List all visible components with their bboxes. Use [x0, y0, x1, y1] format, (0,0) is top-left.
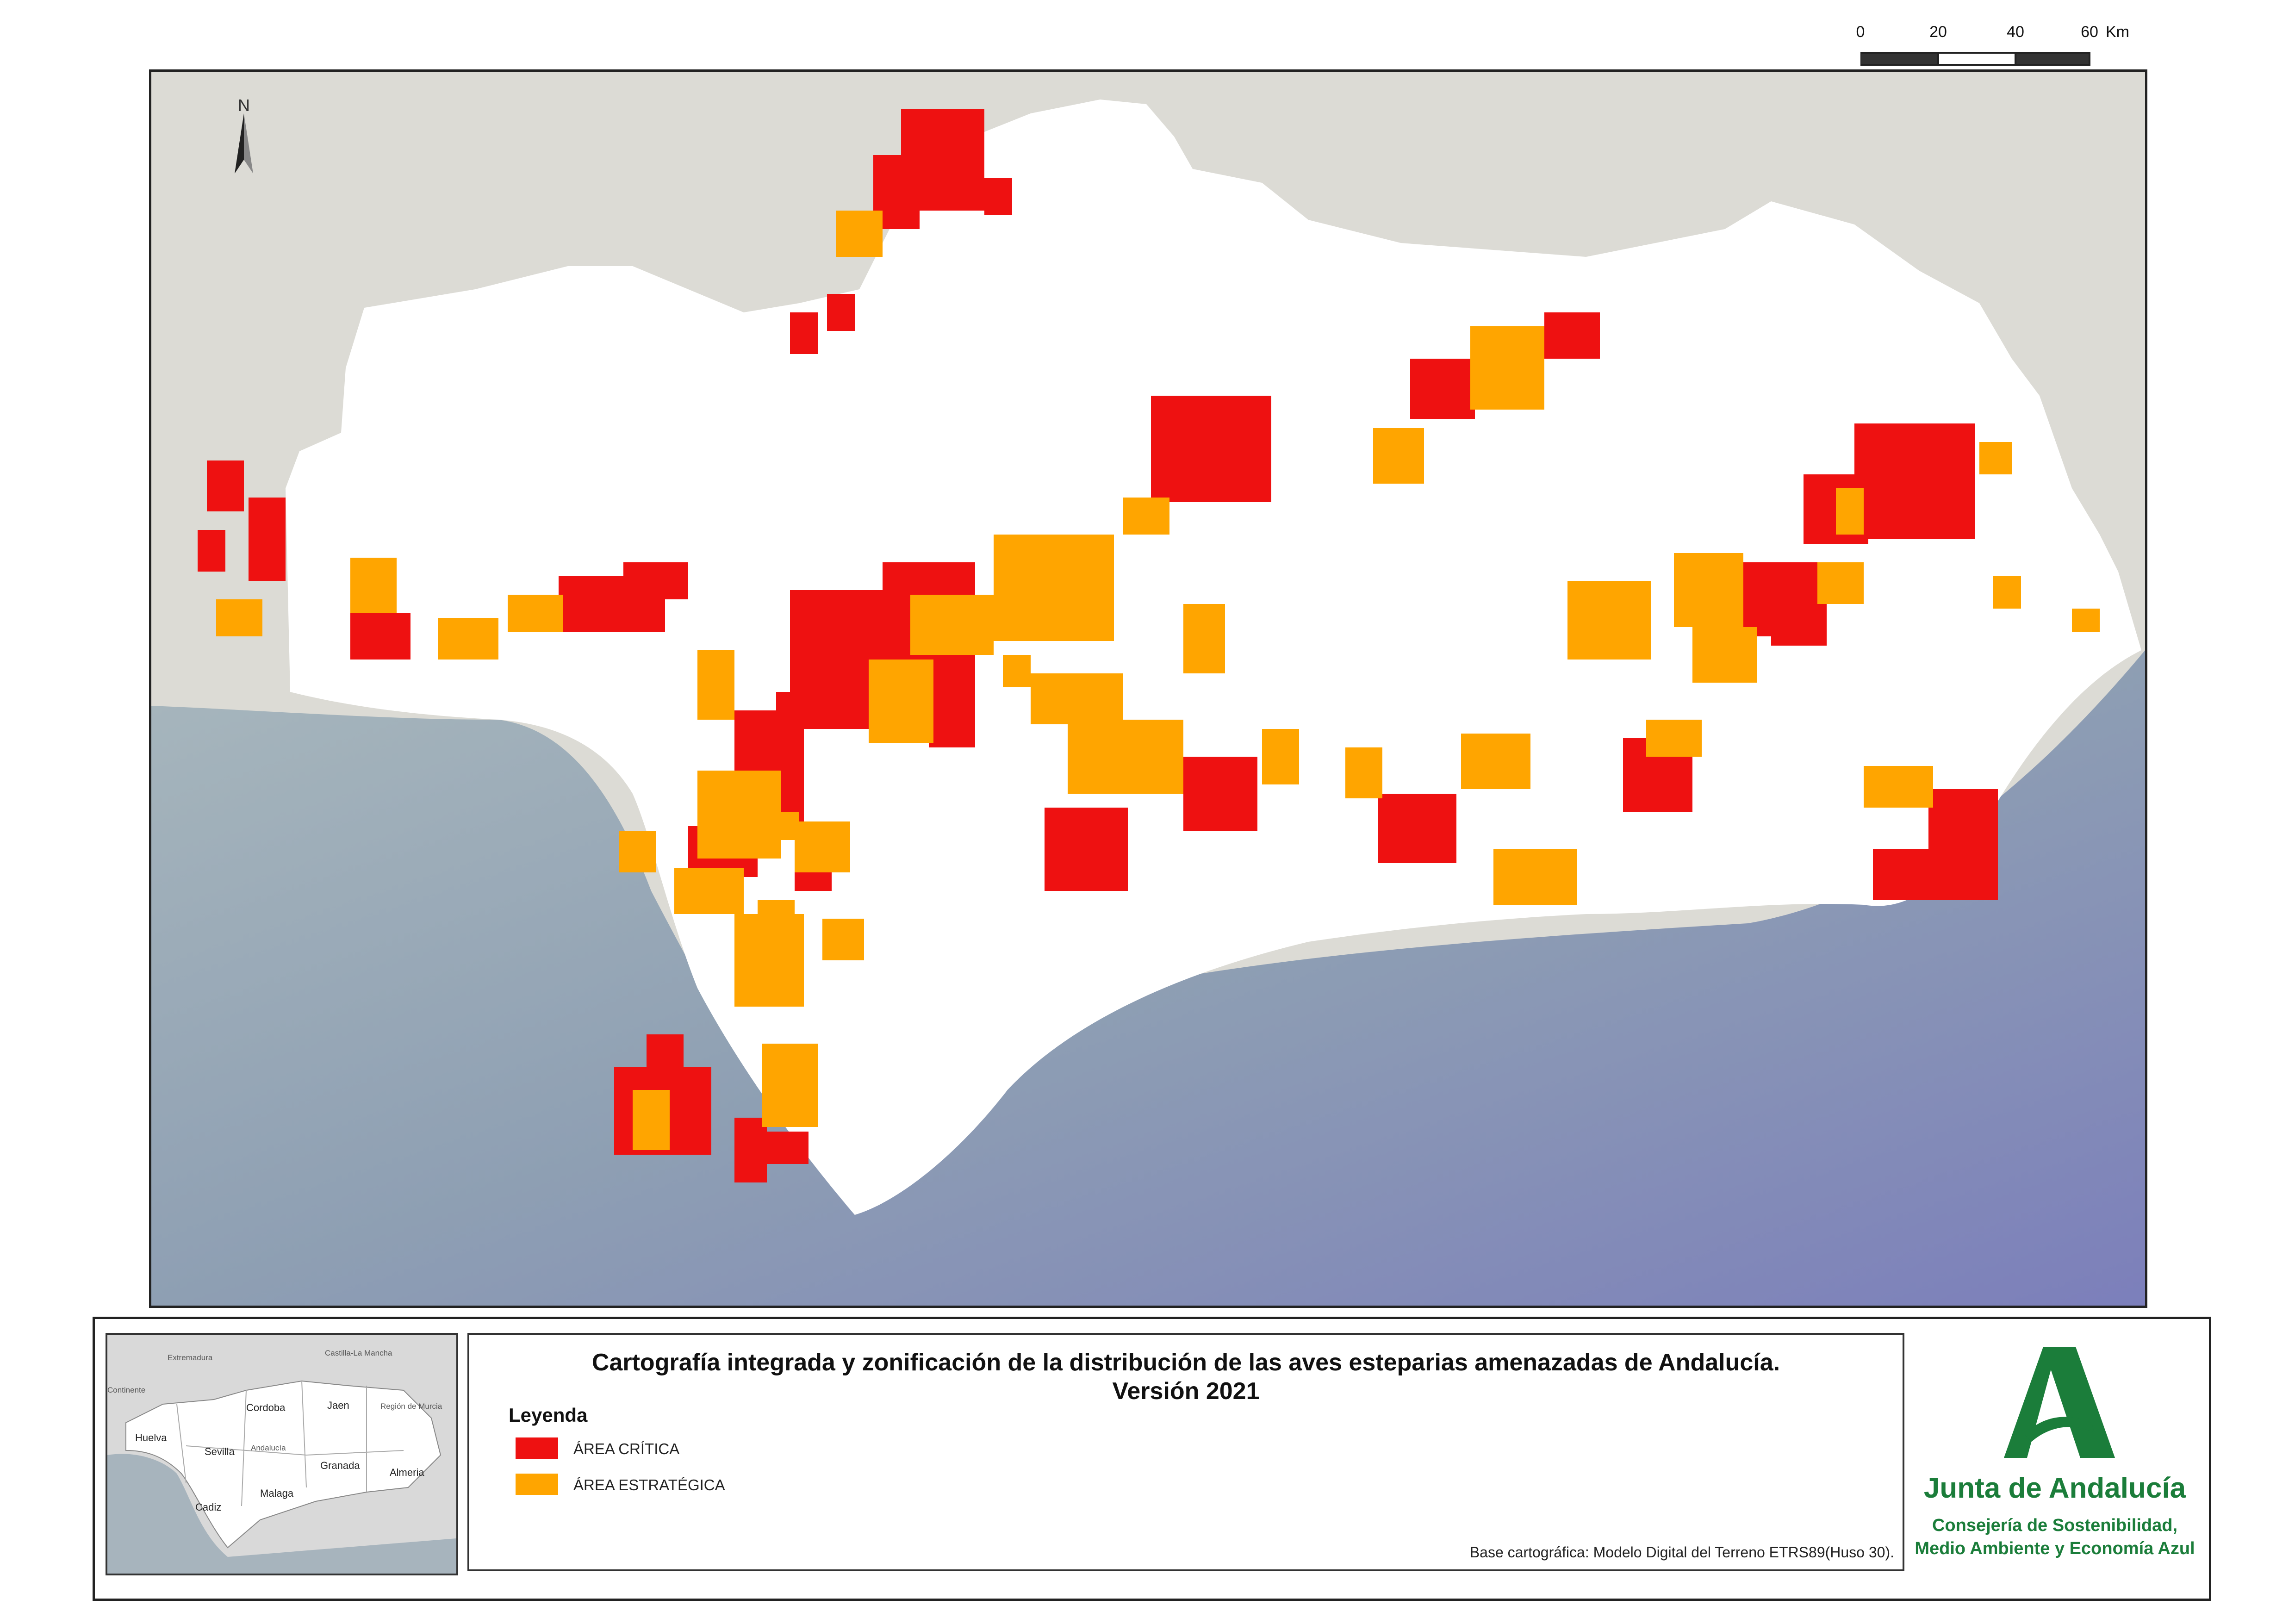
- north-arrow-icon: N: [235, 96, 253, 174]
- overview-label-extremadura: Extremadura: [168, 1353, 213, 1362]
- legend-title: Leyenda: [509, 1404, 588, 1426]
- map-canvas: N: [151, 72, 2145, 1306]
- base-credit: Base cartográfica: Modelo Digital del Te…: [1469, 1544, 1894, 1561]
- map-version: Versión 2021: [1112, 1378, 1260, 1405]
- legend-label-critical: ÁREA CRÍTICA: [573, 1440, 680, 1457]
- logo-subtitle-2: Medio Ambiente y Economía Azul: [1915, 1539, 2195, 1558]
- title-legend-box: Cartografía integrada y zonificación de …: [467, 1333, 1904, 1571]
- north-label: N: [238, 96, 250, 115]
- overview-label-cadiz: Cadiz: [195, 1501, 222, 1513]
- overview-label-murcia: Región de Murcia: [380, 1402, 442, 1411]
- overview-label-huelva: Huelva: [135, 1432, 167, 1444]
- junta-emblem-icon: [2004, 1347, 2115, 1458]
- overview-label-malaga: Malaga: [260, 1487, 294, 1499]
- overview-label-cordoba: Cordoba: [246, 1402, 286, 1413]
- overview-label-andalucia: Andalucía: [251, 1444, 286, 1452]
- scale-tick-0: 0: [1856, 23, 1865, 41]
- strategic-areas: [216, 211, 2100, 1150]
- overview-label-jaen: Jaen: [327, 1400, 349, 1411]
- scale-tick-40: 40: [2007, 23, 2024, 41]
- legend-swatch-strategic: [516, 1474, 558, 1495]
- scale-bar-graphic: [1860, 52, 2090, 66]
- overview-label-continente: Continente: [107, 1386, 146, 1394]
- junta-logo: Junta de Andalucía Consejería de Sosteni…: [1907, 1333, 2203, 1574]
- scale-tick-20: 20: [1929, 23, 1947, 41]
- logo-name: Junta de Andalucía: [1923, 1472, 2186, 1504]
- legend-label-strategic: ÁREA ESTRATÉGICA: [573, 1476, 725, 1493]
- scale-unit: Km: [2106, 23, 2129, 41]
- map-frame: N: [149, 69, 2147, 1308]
- overview-label-sevilla: Sevilla: [205, 1446, 235, 1457]
- overview-map: Extremadura Castilla-La Mancha Continent…: [106, 1333, 458, 1575]
- overview-label-almeria: Almeria: [390, 1467, 424, 1478]
- legend-swatch-critical: [516, 1437, 558, 1459]
- scale-bar: 0 20 40 60 Km: [1712, 23, 2129, 69]
- map-title: Cartografía integrada y zonificación de …: [591, 1349, 1780, 1376]
- scale-tick-60: 60: [2081, 23, 2098, 41]
- overview-label-castilla: Castilla-La Mancha: [325, 1349, 392, 1357]
- logo-subtitle-1: Consejería de Sostenibilidad,: [1932, 1516, 2177, 1535]
- overview-label-granada: Granada: [320, 1460, 360, 1471]
